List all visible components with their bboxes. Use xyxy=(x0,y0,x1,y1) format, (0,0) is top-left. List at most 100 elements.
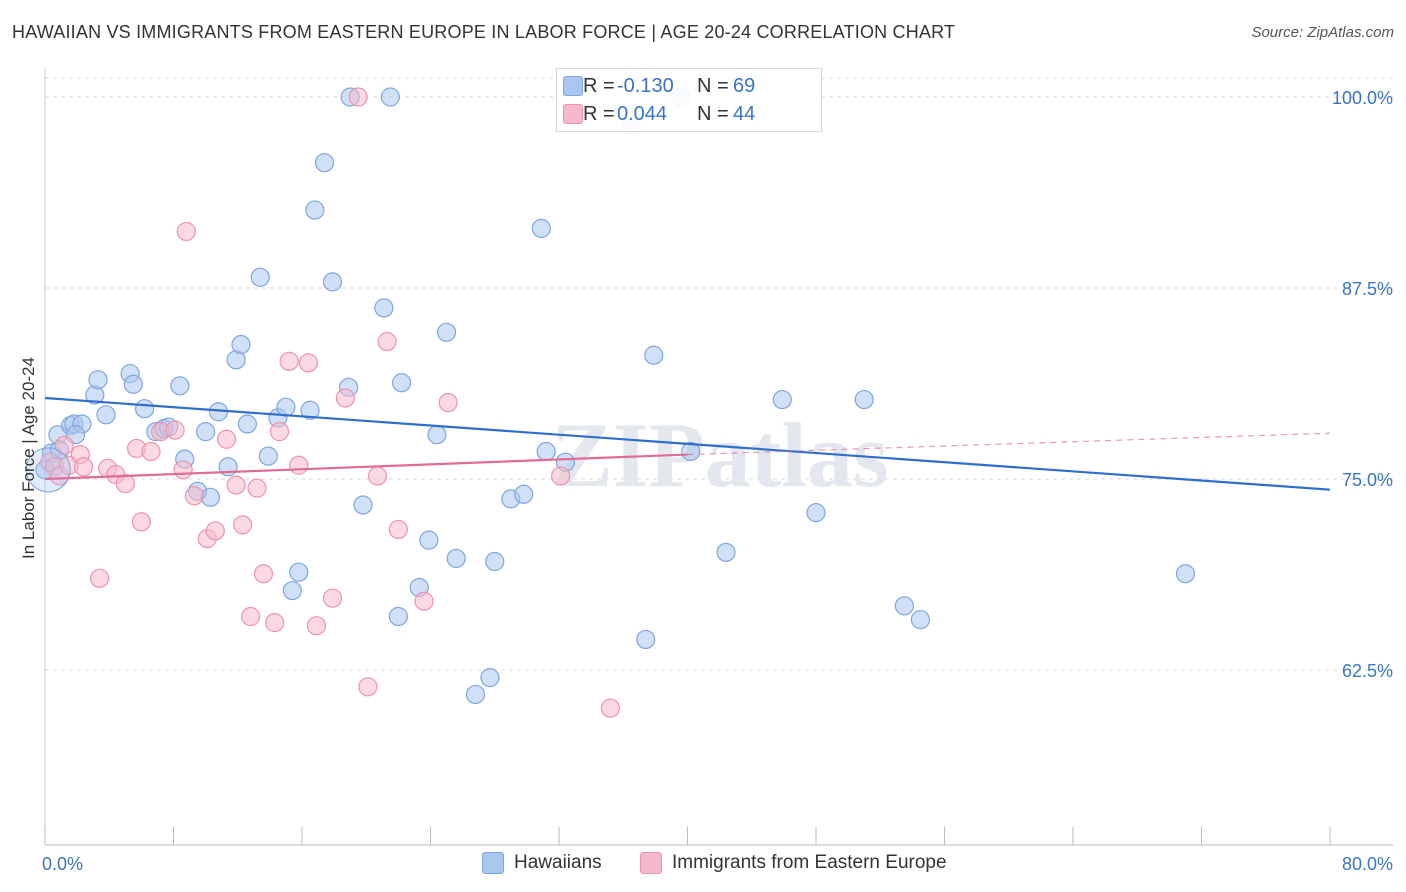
r-label: R = xyxy=(583,74,615,97)
legend-swatch-immigrants xyxy=(640,852,662,874)
n-value: 44 xyxy=(733,102,756,125)
immigrant-point xyxy=(279,351,299,371)
series-legend: Hawaiians Immigrants from Eastern Europe xyxy=(0,852,1406,878)
immigrant-point xyxy=(232,515,253,535)
r-label: R = xyxy=(583,102,615,125)
hawaiian-point xyxy=(374,298,394,318)
correlation-legend: R = -0.130 N = 69 R = 0.044 N = 44 xyxy=(556,68,822,132)
hawaiian-point xyxy=(910,609,931,630)
hawaiian-point xyxy=(894,596,914,616)
immigrant-point xyxy=(73,457,94,477)
hawaiian-point xyxy=(531,218,551,239)
hawaiian-point xyxy=(276,397,296,417)
immigrant-trend-extension xyxy=(687,432,1331,456)
hawaiian-point xyxy=(644,345,664,365)
immigrant-point xyxy=(205,521,225,541)
immigrant-point xyxy=(348,87,368,107)
points-layer xyxy=(25,87,1196,718)
hawaiian-point xyxy=(514,484,534,504)
x-tick-label: 0.0% xyxy=(42,854,83,874)
hawaiian-point xyxy=(250,267,270,287)
immigrant-point xyxy=(322,588,343,608)
immigrant-point xyxy=(115,473,135,494)
hawaiian-point xyxy=(314,153,335,173)
legend-label-hawaiians: Hawaiians xyxy=(514,852,602,873)
immigrant-point xyxy=(367,466,388,486)
immigrant-point xyxy=(335,388,355,408)
immigrant-point xyxy=(241,606,261,627)
hawaiian-point xyxy=(391,373,412,393)
immigrant-point xyxy=(173,460,193,480)
n-value: 69 xyxy=(733,74,756,97)
immigrant-point xyxy=(141,441,161,462)
immigrant-point xyxy=(414,591,434,611)
immigrant-point xyxy=(226,475,246,495)
hawaiian-point xyxy=(388,606,408,627)
legend-swatch-pink xyxy=(563,104,583,124)
hawaiian-point xyxy=(282,580,302,601)
immigrant-point xyxy=(551,466,571,486)
y-tick-label: 75.0% xyxy=(1342,470,1393,490)
hawaiian-point xyxy=(681,441,701,462)
hawaiian-point xyxy=(353,495,373,515)
hawaiian-point xyxy=(427,425,447,445)
immigrant-point xyxy=(90,568,110,588)
hawaiian-point xyxy=(200,487,221,507)
immigrant-point xyxy=(289,455,309,475)
source-label: Source: ZipAtlas.com xyxy=(1251,24,1394,41)
trend-layer xyxy=(44,396,1331,491)
hawaiian-point xyxy=(1175,564,1196,584)
y-tick-label: 87.5% xyxy=(1342,279,1393,299)
hawaiian-point xyxy=(300,400,320,420)
hawaiian-point xyxy=(305,200,325,220)
immigrant-point xyxy=(358,677,378,697)
hawaiian-point xyxy=(196,422,216,442)
y-axis-label: In Labor Force | Age 20-24 xyxy=(19,357,38,559)
immigrant-point xyxy=(253,564,274,584)
hawaiian-point xyxy=(258,446,278,466)
hawaiian-point xyxy=(419,530,439,550)
immigrant-trend-line xyxy=(44,453,688,481)
immigrant-point xyxy=(247,478,267,498)
legend-item-immigrants[interactable]: Immigrants from Eastern Europe xyxy=(640,852,947,874)
y-tick-label: 62.5% xyxy=(1342,661,1393,681)
hawaiian-point xyxy=(237,414,257,434)
hawaiian-point xyxy=(96,405,116,425)
immigrant-point xyxy=(269,422,290,442)
immigrant-point xyxy=(388,519,408,540)
hawaiian-trend-line xyxy=(44,396,1331,491)
legend-label-immigrants: Immigrants from Eastern Europe xyxy=(672,852,947,873)
hawaiian-point xyxy=(465,684,486,705)
immigrant-point xyxy=(377,331,397,352)
immigrant-point xyxy=(438,393,458,413)
hawaiian-point xyxy=(380,87,400,107)
hawaiian-point xyxy=(446,548,466,569)
legend-swatch-blue xyxy=(563,76,583,96)
hawaiian-point xyxy=(134,399,155,419)
immigrant-point xyxy=(165,420,185,440)
hawaiian-point xyxy=(322,272,343,292)
legend-row-immigrants: R = 0.044 N = 44 xyxy=(563,101,756,127)
hawaiian-point xyxy=(123,374,143,394)
hawaiian-point xyxy=(636,629,656,650)
hawaiian-point xyxy=(536,441,556,462)
immigrant-point xyxy=(306,616,327,636)
chart-title: HAWAIIAN VS IMMIGRANTS FROM EASTERN EURO… xyxy=(12,22,956,42)
legend-item-hawaiians[interactable]: Hawaiians xyxy=(482,852,602,874)
immigrant-point xyxy=(265,613,285,633)
tick-label-layer: 62.5% 75.0% 87.5% 100.0% 0.0% 80.0% xyxy=(42,88,1393,874)
hawaiian-point xyxy=(772,389,792,410)
hawaiian-point xyxy=(716,542,736,562)
n-label: N = xyxy=(697,74,729,97)
n-label: N = xyxy=(697,102,729,125)
hawaiian-point xyxy=(170,376,190,396)
immigrant-point xyxy=(184,486,204,506)
legend-row-hawaiians: R = -0.130 N = 69 xyxy=(563,73,756,99)
r-value: 0.044 xyxy=(617,102,668,125)
x-tick-label: 80.0% xyxy=(1342,854,1393,874)
immigrant-point xyxy=(600,698,621,718)
hawaiian-point xyxy=(289,562,309,582)
r-value: -0.130 xyxy=(617,74,674,97)
y-tick-label: 100.0% xyxy=(1332,88,1393,108)
